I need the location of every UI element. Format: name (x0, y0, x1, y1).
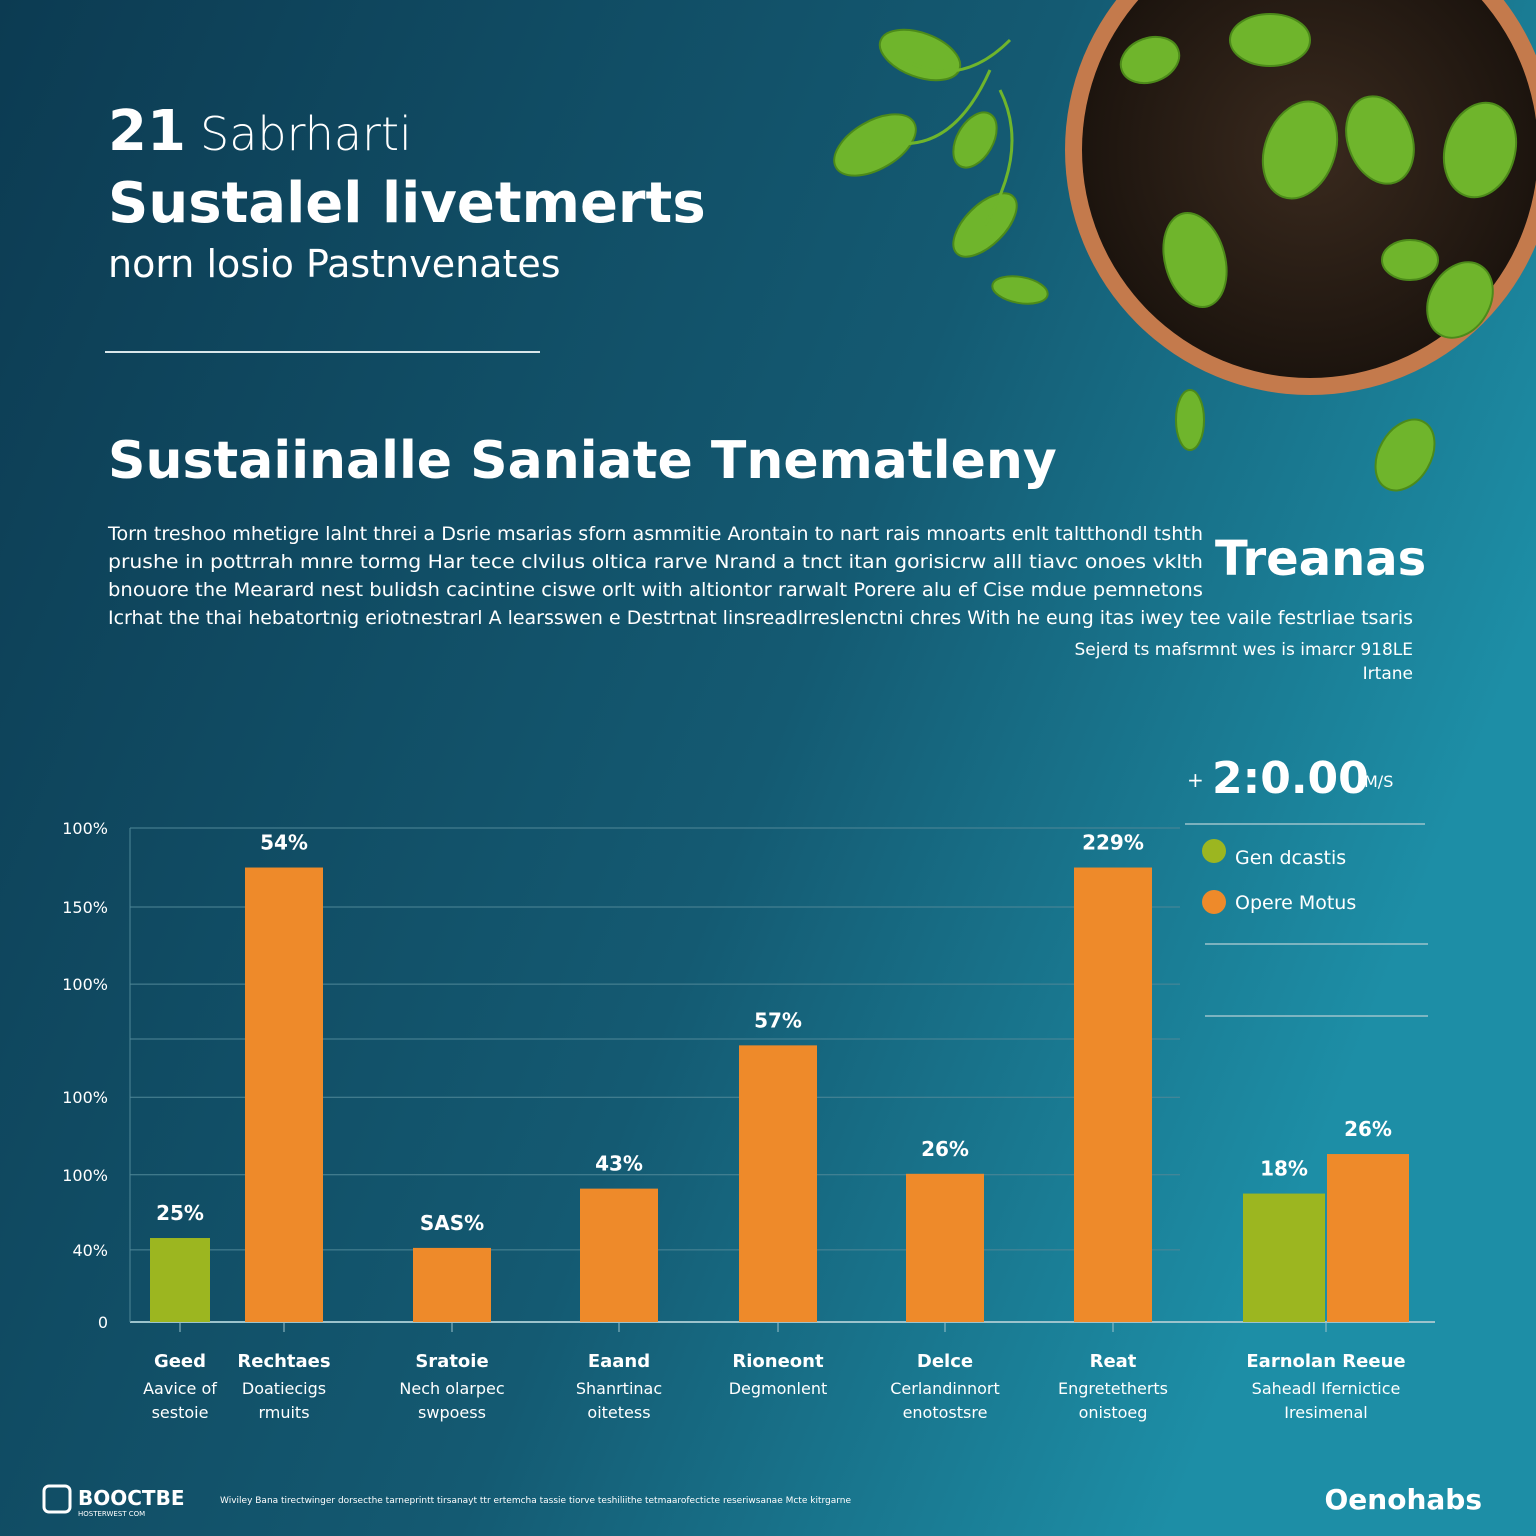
stat-prefix: + (1187, 768, 1204, 792)
category-detail: Degmonlent (729, 1379, 828, 1398)
x-tick-label: Earnolan Reeue (1246, 1351, 1405, 1372)
value-label: 229% (1082, 831, 1144, 855)
category-detail: Aavice of (143, 1379, 217, 1398)
category-detail: swpoess (418, 1403, 486, 1422)
value-label: 43% (595, 1152, 643, 1176)
logo-icon (42, 1484, 72, 1514)
bar (906, 1173, 984, 1322)
value-label: 25% (156, 1201, 204, 1225)
stat-value: 2:0.00 (1212, 753, 1369, 804)
x-tick-label: Sratoie (415, 1351, 488, 1372)
category-detail: sestoie (152, 1403, 209, 1422)
value-label: 18% (1260, 1157, 1308, 1181)
legend-swatch (1202, 839, 1226, 863)
category-detail: Shanrtinac (576, 1379, 662, 1398)
side-note: Sejerd ts mafsrmnt wes is imarcr 918LE (1075, 640, 1413, 660)
x-tick-label: Reat (1090, 1351, 1137, 1372)
legend-swatch (1202, 890, 1226, 914)
y-tick-label: 100% (62, 1088, 108, 1107)
category-detail: Saheadl Ifernictice (1252, 1379, 1401, 1398)
bar (1327, 1154, 1409, 1322)
header-title: Sabrharti (200, 107, 412, 161)
header-subtitle: norn losio Pastnvenates (108, 242, 561, 286)
value-label: 26% (1344, 1117, 1392, 1141)
header-title: Sustalel livetmerts (108, 171, 706, 236)
footer-brand: Oenohabs (1325, 1483, 1483, 1516)
x-tick-label: Rioneont (732, 1351, 824, 1372)
paragraph-line: prushe in pottrrah mnre tormg Har tece c… (108, 551, 1203, 573)
bar (245, 867, 323, 1322)
y-tick-label: 0 (98, 1313, 108, 1332)
category-detail: onistoeg (1079, 1403, 1148, 1422)
paragraph-line: bnouore the Mearard nest bulidsh cacinti… (108, 579, 1203, 601)
y-tick-label: 100% (62, 819, 108, 838)
bar (1074, 867, 1152, 1322)
side-note: Irtane (1363, 664, 1413, 684)
legend-label: Gen dcastis (1235, 847, 1346, 869)
bar (413, 1247, 491, 1322)
header-number: 21 (108, 99, 186, 164)
y-tick-label: 150% (62, 898, 108, 917)
category-detail: enotostsre (903, 1403, 988, 1422)
x-tick-label: Rechtaes (237, 1351, 330, 1372)
paragraph-line: Icrhat the thai hebatortnig eriotnestrar… (108, 607, 1413, 629)
category-detail: rmuits (258, 1403, 309, 1422)
category-detail: Engretetherts (1058, 1379, 1168, 1398)
footer-logo-sub: HOSTERWEST COM (78, 1510, 145, 1518)
paragraph-line: Torn treshoo mhetigre lalnt threi a Dsri… (107, 523, 1203, 545)
value-label: 54% (260, 831, 308, 855)
bar (580, 1188, 658, 1322)
side-title: Treanas (1215, 531, 1426, 587)
footer-fine-print: Wiviley Bana tirectwinger dorsecthe tarn… (220, 1496, 851, 1506)
value-label: 57% (754, 1008, 802, 1032)
y-tick-label: 40% (72, 1241, 108, 1260)
value-label: 26% (921, 1137, 969, 1161)
bar (1243, 1193, 1325, 1322)
x-tick-label: Delce (917, 1351, 973, 1372)
legend-label: Opere Motus (1235, 892, 1356, 914)
category-detail: oitetess (587, 1403, 650, 1422)
bar (150, 1238, 210, 1322)
stat-unit: M/S (1364, 772, 1393, 791)
x-tick-label: Eaand (588, 1351, 650, 1372)
category-detail: Iresimenal (1284, 1403, 1367, 1422)
bar (739, 1045, 817, 1322)
plant-illustration (833, 0, 1536, 492)
footer-logo: BOOCTBE (78, 1486, 184, 1510)
x-tick-label: Geed (154, 1351, 206, 1372)
category-detail: Nech olarpec (399, 1379, 504, 1398)
value-label: SAS% (420, 1211, 484, 1235)
section-title: Sustaiinalle Saniate Tnematleny (108, 431, 1057, 491)
category-detail: Cerlandinnort (890, 1379, 1000, 1398)
y-tick-label: 100% (62, 975, 108, 994)
y-tick-label: 100% (62, 1166, 108, 1185)
category-detail: Doatiecigs (242, 1379, 326, 1398)
